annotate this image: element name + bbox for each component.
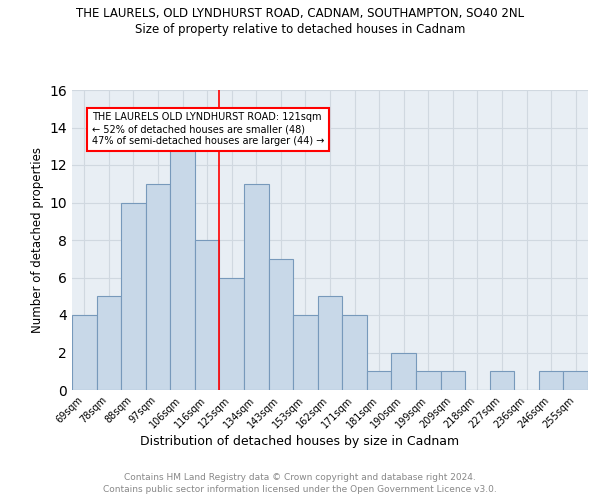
Text: Contains HM Land Registry data © Crown copyright and database right 2024.: Contains HM Land Registry data © Crown c… xyxy=(124,472,476,482)
Text: THE LAURELS OLD LYNDHURST ROAD: 121sqm
← 52% of detached houses are smaller (48): THE LAURELS OLD LYNDHURST ROAD: 121sqm ←… xyxy=(92,112,324,146)
Bar xyxy=(195,240,220,390)
Y-axis label: Number of detached properties: Number of detached properties xyxy=(31,147,44,333)
Bar xyxy=(269,259,293,390)
Bar xyxy=(440,371,465,390)
Bar xyxy=(490,371,514,390)
Bar xyxy=(146,184,170,390)
Text: Size of property relative to detached houses in Cadnam: Size of property relative to detached ho… xyxy=(135,22,465,36)
Bar xyxy=(367,371,391,390)
Bar xyxy=(170,146,195,390)
Text: Distribution of detached houses by size in Cadnam: Distribution of detached houses by size … xyxy=(140,435,460,448)
Bar xyxy=(244,184,269,390)
Bar xyxy=(97,296,121,390)
Bar xyxy=(342,315,367,390)
Text: Contains public sector information licensed under the Open Government Licence v3: Contains public sector information licen… xyxy=(103,485,497,494)
Bar xyxy=(563,371,588,390)
Bar xyxy=(293,315,318,390)
Bar xyxy=(220,278,244,390)
Bar xyxy=(539,371,563,390)
Bar xyxy=(318,296,342,390)
Bar xyxy=(72,315,97,390)
Bar xyxy=(121,202,146,390)
Text: THE LAURELS, OLD LYNDHURST ROAD, CADNAM, SOUTHAMPTON, SO40 2NL: THE LAURELS, OLD LYNDHURST ROAD, CADNAM,… xyxy=(76,8,524,20)
Bar xyxy=(416,371,440,390)
Bar xyxy=(391,352,416,390)
